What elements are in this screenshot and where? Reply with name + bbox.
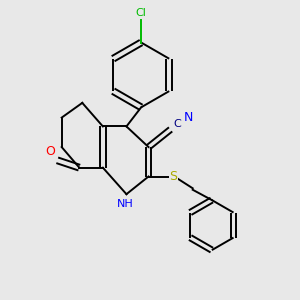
- Text: C: C: [173, 119, 181, 129]
- Text: O: O: [45, 145, 55, 158]
- Text: Cl: Cl: [136, 8, 147, 18]
- Text: N: N: [184, 110, 193, 124]
- Text: S: S: [169, 170, 178, 183]
- Text: NH: NH: [117, 200, 133, 209]
